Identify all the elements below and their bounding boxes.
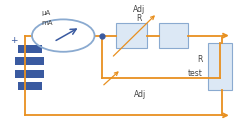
Text: Adj: Adj	[134, 90, 146, 99]
Bar	[116, 23, 147, 48]
Text: +: +	[10, 36, 18, 45]
Text: μA: μA	[42, 10, 51, 16]
Text: Adj: Adj	[133, 5, 145, 14]
Text: test: test	[188, 69, 203, 78]
Bar	[15, 57, 44, 66]
Bar	[17, 82, 42, 90]
Text: R: R	[136, 14, 142, 23]
Bar	[15, 70, 44, 78]
Bar	[17, 45, 42, 53]
Bar	[208, 43, 232, 90]
Text: R: R	[197, 55, 203, 64]
Text: mA: mA	[42, 20, 53, 26]
Bar	[159, 23, 188, 48]
